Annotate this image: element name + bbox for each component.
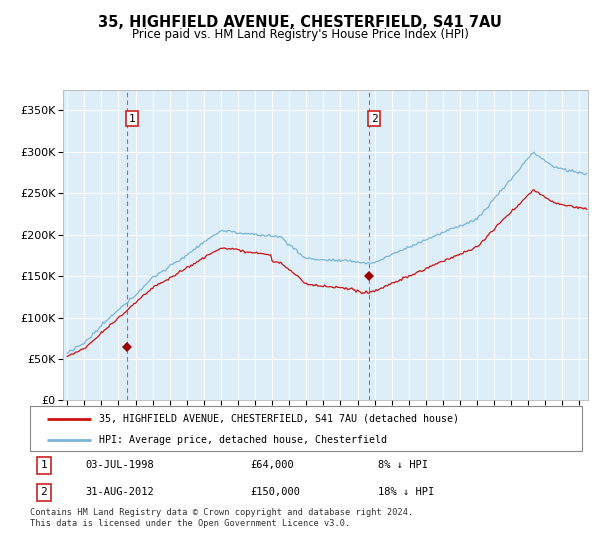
Text: 1: 1 (129, 114, 136, 124)
FancyBboxPatch shape (30, 406, 582, 451)
Text: 2: 2 (40, 487, 47, 497)
Text: HPI: Average price, detached house, Chesterfield: HPI: Average price, detached house, Ches… (99, 435, 387, 445)
Text: £150,000: £150,000 (251, 487, 301, 497)
Text: 31-AUG-2012: 31-AUG-2012 (85, 487, 154, 497)
Text: 35, HIGHFIELD AVENUE, CHESTERFIELD, S41 7AU: 35, HIGHFIELD AVENUE, CHESTERFIELD, S41 … (98, 15, 502, 30)
Text: 2: 2 (371, 114, 377, 124)
Text: 35, HIGHFIELD AVENUE, CHESTERFIELD, S41 7AU (detached house): 35, HIGHFIELD AVENUE, CHESTERFIELD, S41 … (99, 413, 459, 423)
Text: 8% ↓ HPI: 8% ↓ HPI (378, 460, 428, 470)
Text: Contains HM Land Registry data © Crown copyright and database right 2024.
This d: Contains HM Land Registry data © Crown c… (30, 508, 413, 528)
Text: 18% ↓ HPI: 18% ↓ HPI (378, 487, 434, 497)
Text: £64,000: £64,000 (251, 460, 295, 470)
Text: Price paid vs. HM Land Registry's House Price Index (HPI): Price paid vs. HM Land Registry's House … (131, 28, 469, 41)
Text: 1: 1 (40, 460, 47, 470)
Text: 03-JUL-1998: 03-JUL-1998 (85, 460, 154, 470)
